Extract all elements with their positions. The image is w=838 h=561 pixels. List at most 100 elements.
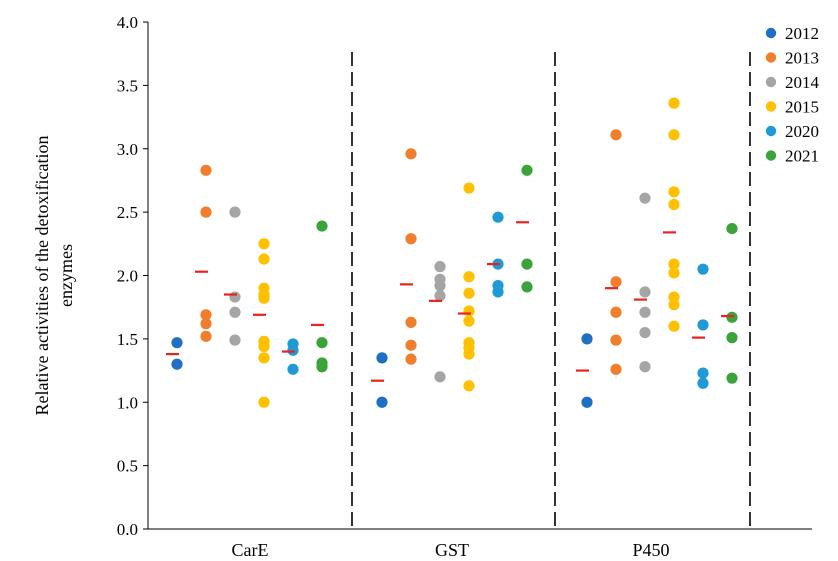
data-point-2015: [668, 267, 680, 279]
data-point-2014: [639, 192, 651, 204]
data-point-2015: [258, 292, 270, 304]
data-point-2013: [405, 316, 417, 328]
data-point-2015: [258, 253, 270, 265]
legend-label-2012: 2012: [785, 24, 819, 43]
data-point-2012: [581, 396, 593, 408]
category-label-gst: GST: [435, 540, 469, 560]
data-point-2013: [610, 363, 622, 375]
data-point-2020: [287, 363, 299, 375]
data-points: [171, 97, 738, 408]
data-point-2020: [492, 211, 504, 223]
category-label-p450: P450: [632, 540, 669, 560]
data-point-2021: [521, 281, 533, 293]
data-point-2013: [200, 206, 212, 218]
y-tick-label: 0.5: [117, 457, 138, 476]
category-label-care: CarE: [232, 540, 269, 560]
data-point-2012: [171, 358, 183, 370]
group-dividers: [351, 52, 751, 529]
data-point-2014: [639, 286, 651, 298]
legend-label-2021: 2021: [785, 147, 819, 166]
data-point-2015: [258, 238, 270, 250]
data-point-2013: [200, 318, 212, 330]
y-tick-label: 2.5: [117, 203, 138, 222]
data-point-2015: [668, 198, 680, 211]
y-tick-label: 1.0: [117, 393, 138, 412]
data-point-2012: [171, 337, 183, 349]
data-point-2015: [668, 129, 680, 141]
data-point-2021: [316, 361, 328, 373]
data-point-2014: [639, 361, 651, 373]
data-point-2013: [610, 334, 622, 346]
data-point-2013: [405, 233, 417, 245]
data-point-2015: [258, 340, 270, 353]
data-point-2014: [639, 326, 651, 339]
legend-marker-2013: [765, 52, 777, 63]
data-point-2014: [229, 291, 241, 303]
data-point-2021: [726, 332, 738, 344]
data-point-2015: [668, 186, 680, 198]
data-point-2015: [463, 305, 475, 317]
y-tick-label: 0.0: [117, 520, 138, 539]
y-ticks: 0.0 0.5 1.0 1.5 2.0 2.5 3.0 3.5 4.0: [117, 13, 148, 539]
legend: 2012 2013 2014 2015 2020 2021: [765, 24, 820, 166]
data-point-2012: [376, 352, 388, 364]
data-point-2013: [405, 353, 417, 365]
data-point-2020: [697, 319, 709, 331]
data-point-2020: [287, 344, 299, 356]
data-point-2021: [316, 220, 328, 232]
legend-label-2020: 2020: [785, 122, 819, 141]
data-point-2015: [258, 352, 270, 364]
data-point-2013: [200, 330, 212, 342]
data-point-2013: [405, 148, 417, 160]
data-point-2015: [668, 258, 680, 270]
data-point-2020: [697, 263, 709, 275]
legend-label-2013: 2013: [785, 49, 819, 68]
y-axis-label-line: enzymes: [56, 244, 76, 307]
data-point-2015: [668, 320, 680, 332]
data-point-2021: [521, 258, 533, 270]
data-point-2021: [726, 311, 738, 323]
data-point-2020: [697, 377, 709, 389]
mean-markers: [166, 221, 734, 382]
data-point-2012: [581, 333, 593, 345]
data-point-2020: [492, 286, 504, 298]
data-point-2021: [726, 372, 738, 384]
data-point-2015: [463, 287, 475, 299]
legend-marker-2015: [765, 101, 777, 112]
y-axis-label-line: Relative activities of the detoxificatio…: [32, 136, 52, 416]
y-tick-label: 3.5: [117, 76, 138, 95]
data-point-2015: [668, 97, 680, 109]
legend-marker-2012: [765, 27, 777, 39]
data-point-2013: [610, 129, 622, 141]
data-point-2020: [697, 367, 709, 379]
data-point-2013: [200, 309, 212, 321]
data-point-2014: [434, 290, 446, 302]
data-point-2015: [463, 315, 475, 327]
data-point-2014: [434, 371, 446, 383]
data-point-2021: [521, 164, 533, 176]
y-axis-label: Relative activities of the detoxificatio…: [32, 136, 76, 416]
data-point-2015: [463, 271, 475, 283]
data-point-2014: [639, 306, 651, 318]
legend-marker-2020: [765, 125, 777, 137]
legend-label-2014: 2014: [785, 73, 820, 92]
data-point-2021: [316, 337, 328, 349]
data-point-2015: [668, 299, 680, 311]
data-point-2013: [610, 276, 622, 288]
data-point-2014: [434, 261, 446, 273]
data-point-2014: [229, 334, 241, 346]
data-point-2014: [434, 280, 446, 292]
data-point-2021: [726, 223, 738, 235]
legend-marker-2014: [765, 76, 777, 88]
data-point-2014: [229, 206, 241, 218]
data-point-2015: [463, 380, 475, 392]
data-point-2013: [610, 306, 622, 318]
y-tick-label: 4.0: [117, 13, 138, 32]
data-point-2015: [463, 182, 475, 194]
data-point-2014: [229, 306, 241, 318]
data-point-2013: [405, 339, 417, 351]
y-tick-label: 1.5: [117, 330, 138, 349]
data-point-2012: [376, 396, 388, 408]
data-point-2015: [258, 396, 270, 408]
